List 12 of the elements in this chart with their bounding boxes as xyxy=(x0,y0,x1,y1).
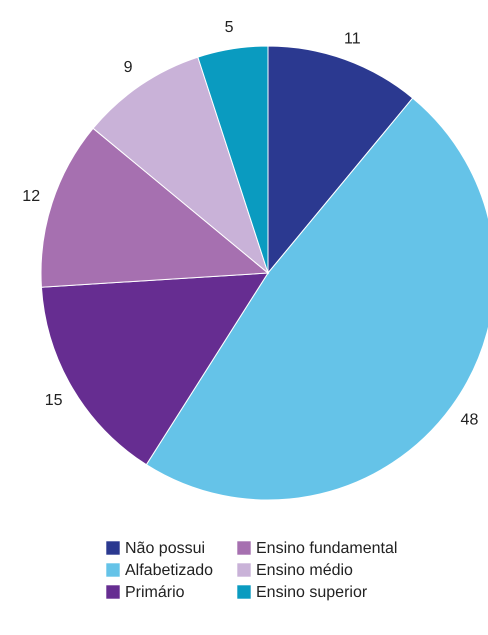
legend-label: Ensino médio xyxy=(256,562,354,579)
data-label: 48 xyxy=(460,411,478,428)
data-label: 9 xyxy=(124,59,133,76)
legend-label: Ensino fundamental xyxy=(256,540,398,557)
legend-label: Alfabetizado xyxy=(125,562,214,579)
legend-label: Não possui xyxy=(125,540,206,557)
legend-label: Primário xyxy=(125,584,185,601)
data-label: 12 xyxy=(22,188,40,206)
data-label: 15 xyxy=(44,392,63,409)
data-label: 5 xyxy=(224,19,234,36)
data-label: 11 xyxy=(344,30,361,48)
legend-label: Ensino superior xyxy=(256,584,368,601)
